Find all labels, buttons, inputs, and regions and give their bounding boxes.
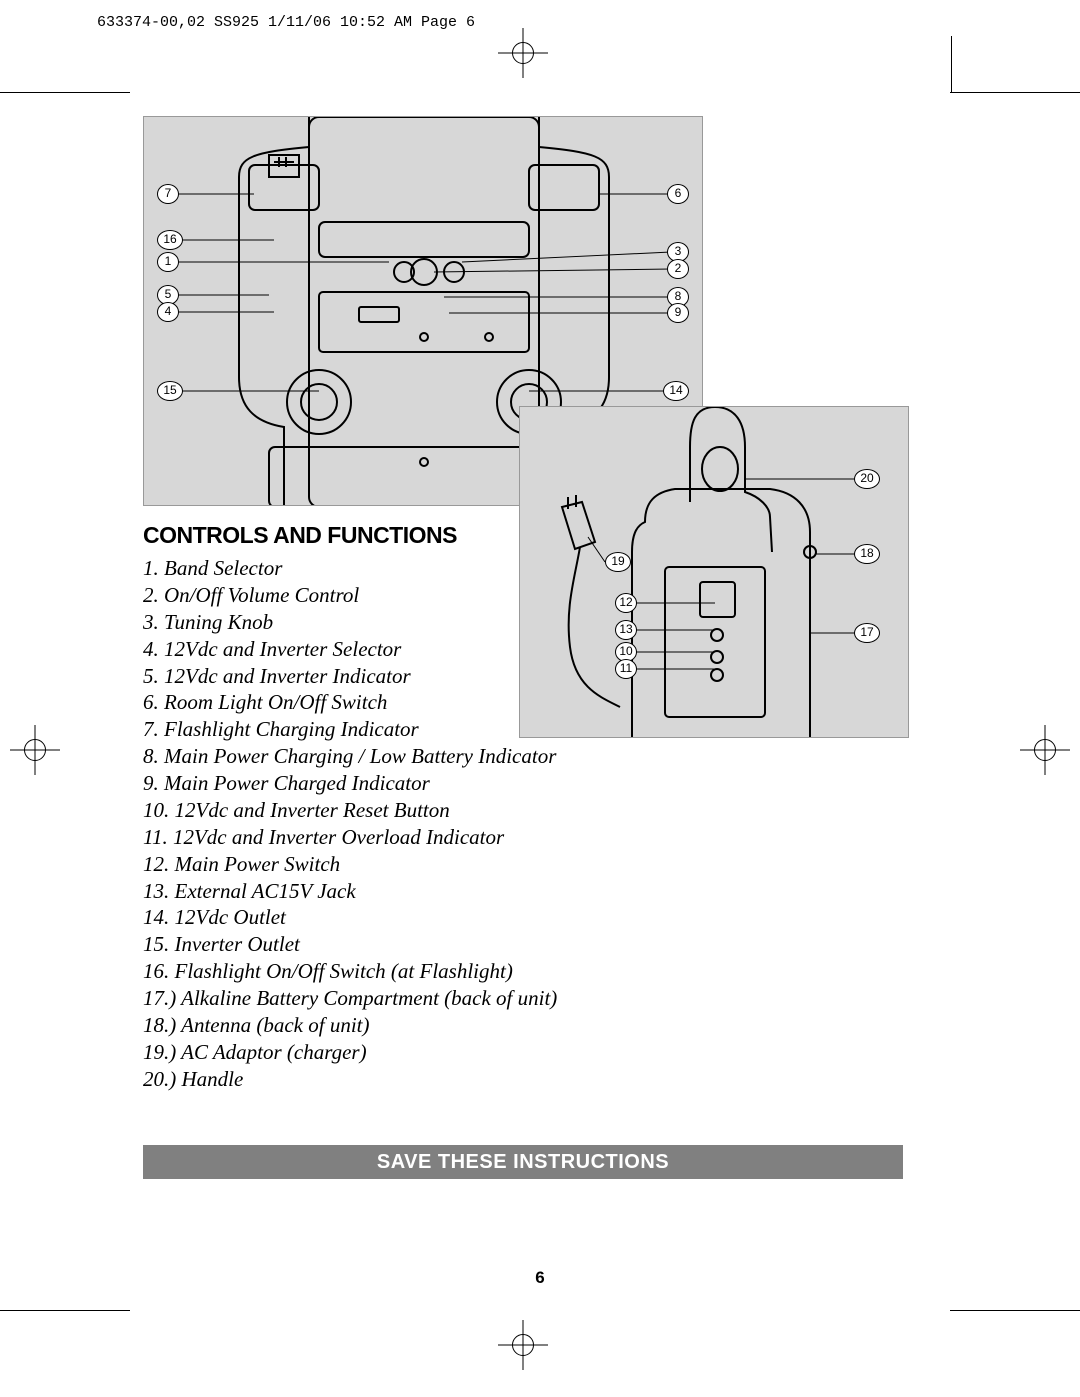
callout-1: 1 [157,252,179,272]
callout-12: 12 [615,593,637,613]
callout-15: 15 [157,381,183,401]
list-item: 16. Flashlight On/Off Switch (at Flashli… [143,958,937,985]
callout-4: 4 [157,302,179,322]
callout-16: 16 [157,230,183,250]
crop-mark [0,1310,130,1311]
callout-14: 14 [663,381,689,401]
list-item: 11. 12Vdc and Inverter Overload Indicato… [143,824,937,851]
crop-mark [950,1310,1080,1311]
registration-mark [1020,725,1070,775]
callout-6: 6 [667,184,689,204]
diagram-side-view: 19 12 13 10 11 20 18 17 [519,406,909,738]
callout-2: 2 [667,259,689,279]
document-page: 633374-00,02 SS925 1/11/06 10:52 AM Page… [0,0,1080,1397]
callout-13: 13 [615,620,637,640]
list-item: 17.) Alkaline Battery Compartment (back … [143,985,937,1012]
callout-11: 11 [615,659,637,679]
crop-mark [951,36,952,92]
list-item: 8. Main Power Charging / Low Battery Ind… [143,743,937,770]
list-item: 19.) AC Adaptor (charger) [143,1039,937,1066]
list-item: 13. External AC15V Jack [143,878,937,905]
registration-mark [498,28,548,78]
save-instructions-banner: SAVE THESE INSTRUCTIONS [143,1145,903,1179]
callout-20: 20 [854,469,880,489]
registration-mark [10,725,60,775]
list-item: 12. Main Power Switch [143,851,937,878]
registration-mark [498,1320,548,1370]
list-item: 18.) Antenna (back of unit) [143,1012,937,1039]
callout-18: 18 [854,544,880,564]
crop-mark [950,92,1080,93]
crop-mark [0,92,130,93]
device-side-illustration [520,407,909,738]
callout-7: 7 [157,184,179,204]
list-item: 10. 12Vdc and Inverter Reset Button [143,797,937,824]
list-item: 9. Main Power Charged Indicator [143,770,937,797]
list-item: 15. Inverter Outlet [143,931,937,958]
callout-17: 17 [854,623,880,643]
callout-9: 9 [667,303,689,323]
callout-19: 19 [605,552,631,572]
page-number: 6 [535,1268,544,1288]
list-item: 14. 12Vdc Outlet [143,904,937,931]
list-item: 20.) Handle [143,1066,937,1093]
